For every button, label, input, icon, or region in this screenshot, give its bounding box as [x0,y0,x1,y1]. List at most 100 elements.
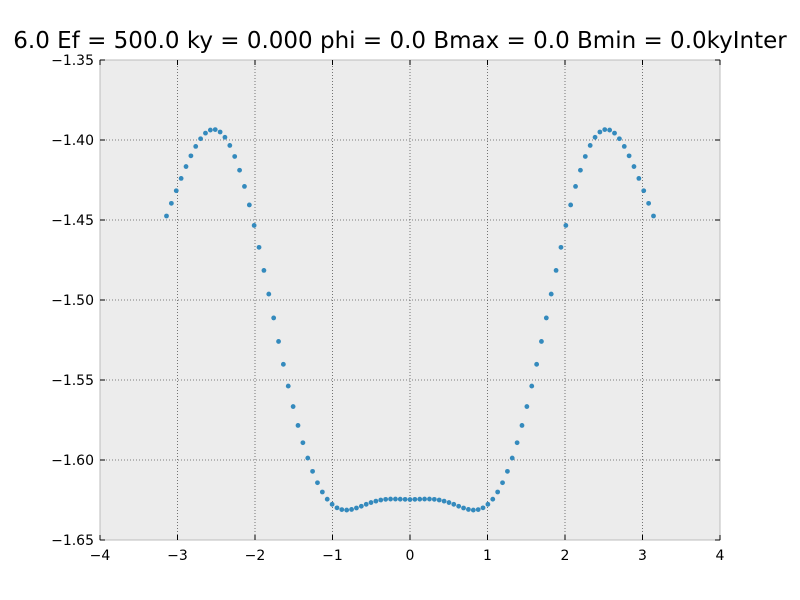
data-point [514,440,520,446]
data-point [597,129,603,135]
data-point [422,496,427,502]
data-point [329,501,335,507]
data-point [222,134,228,140]
data-point [602,127,608,132]
data-point [466,507,471,512]
data-point [324,496,330,502]
y-tick-label: −1.60 [51,453,94,469]
data-point [168,200,174,206]
data-point [232,154,238,159]
data-point [227,143,233,148]
data-point [578,167,583,173]
data-point [475,507,481,512]
x-tick-label: −2 [245,548,266,564]
data-point [568,202,574,208]
data-point [193,144,199,149]
data-point [470,507,476,513]
data-point [636,176,642,181]
data-point [203,130,208,136]
data-point [378,497,384,503]
data-point [173,188,179,194]
data-point [456,503,462,509]
data-point [412,496,418,502]
data-point [446,500,452,505]
x-tick-label: 0 [406,548,415,564]
data-point [587,143,593,148]
data-point [388,496,393,502]
data-point [631,164,637,169]
data-point [621,144,627,149]
data-point [373,498,379,504]
data-point [285,383,291,389]
data-point [393,496,398,502]
data-point [354,505,359,511]
data-point [358,503,364,509]
data-point [461,505,466,511]
data-point [251,223,257,228]
x-tick-label: 4 [716,548,725,564]
y-tick-label: −1.55 [51,373,94,389]
data-point [363,501,369,507]
x-tick-label: −1 [322,548,343,564]
data-point [217,129,223,135]
data-point [651,213,656,219]
data-point [480,505,486,511]
data-point [178,176,184,181]
data-point [305,455,311,461]
data-point [183,164,189,169]
data-point [207,127,213,133]
data-point [334,505,340,511]
data-point [290,404,296,409]
data-point [339,507,345,512]
y-tick-label: −1.35 [51,53,94,69]
data-point [505,468,510,474]
data-point [246,202,252,208]
data-point [485,501,491,507]
data-point [612,130,617,136]
data-point [280,361,286,367]
data-point [237,167,242,173]
data-point [402,496,408,502]
data-point [646,200,652,206]
data-point [490,496,496,502]
data-point [383,496,389,502]
data-point [310,468,315,474]
data-point [543,315,549,321]
data-point [261,268,267,273]
data-point [529,383,535,389]
data-point [441,498,447,504]
data-point [256,244,262,250]
data-point [266,291,272,297]
data-point [276,339,281,344]
data-point [344,507,350,513]
y-tick-label: −1.50 [51,293,94,309]
data-point [368,500,374,505]
data-point [188,153,194,159]
x-tick-label: −4 [90,548,111,564]
data-point [553,268,559,273]
data-point [407,497,413,502]
data-point [582,154,588,159]
x-tick-label: 2 [561,548,570,564]
y-tick-label: −1.40 [51,133,94,149]
data-point [495,489,501,495]
data-point [271,315,277,321]
data-point [524,404,530,409]
data-point [626,153,632,159]
data-point [397,496,403,502]
x-tick-label: −3 [167,548,188,564]
data-point [212,127,218,132]
data-point [315,480,320,486]
data-point [592,134,598,140]
chart-title: 6.0 Ef = 500.0 ky = 0.000 phi = 0.0 Bmax… [13,28,787,54]
data-point [295,423,301,428]
y-tick-label: −1.65 [51,533,94,549]
data-point [563,223,569,228]
data-point [417,496,423,502]
data-point [198,136,203,142]
data-point [519,423,525,428]
data-point [617,136,622,142]
data-point [431,496,437,502]
